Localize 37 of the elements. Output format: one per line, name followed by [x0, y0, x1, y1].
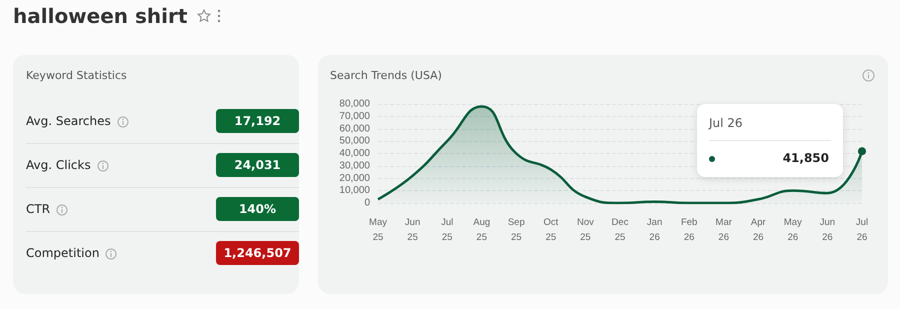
y-tick-label: 70,000: [339, 110, 370, 122]
chart-title: Search Trends (USA): [330, 69, 442, 82]
x-tick-label: Dec 25: [612, 217, 629, 243]
x-tick-label: Jul 25: [441, 217, 454, 243]
category-label: Competition: [26, 246, 100, 260]
y-tick-label: 0: [364, 198, 370, 208]
text: 17,192: [234, 114, 281, 128]
category-label: Avg. Clicks: [26, 158, 92, 172]
y-tick-label: 50,000: [339, 136, 370, 147]
text: 24,031: [234, 158, 281, 172]
annotation: 41,850: [782, 151, 829, 165]
y-tick-label: 60,000: [339, 123, 370, 134]
x-tick-label: Jan 26: [646, 217, 662, 243]
x-tick-label: May 25: [369, 217, 388, 243]
text: 140%: [238, 202, 276, 216]
text: halloween shirt: [13, 4, 188, 28]
x-tick-label: Jun 26: [820, 217, 836, 243]
y-tick-label: 40,000: [339, 148, 370, 159]
x-tick-label: Apr 26: [750, 217, 766, 243]
x-tick-label: Oct 25: [543, 217, 559, 243]
x-tick-label: Sep 25: [508, 217, 525, 243]
y-tick-label: 30,000: [339, 160, 370, 172]
x-tick-label: Jun 25: [404, 217, 420, 243]
annotation: Jul 26: [709, 116, 743, 130]
text: Keyword Statistics: [26, 69, 127, 82]
y-tick-label: 10,000: [339, 185, 370, 196]
y-tick-label: 80,000: [339, 98, 370, 110]
x-tick-label: Aug 25: [473, 217, 490, 243]
x-tick-label: May 26: [784, 217, 802, 243]
x-tick-label: Mar 26: [716, 217, 732, 243]
category-label: CTR: [26, 202, 52, 216]
category-label: Avg. Searches: [26, 114, 112, 128]
y-tick-label: 20,000: [339, 172, 370, 184]
x-tick-label: Jul 26: [856, 217, 868, 243]
text: 1,246,507: [224, 246, 292, 260]
x-tick-label: Nov 25: [576, 217, 594, 243]
x-tick-label: Feb 26: [680, 217, 698, 243]
